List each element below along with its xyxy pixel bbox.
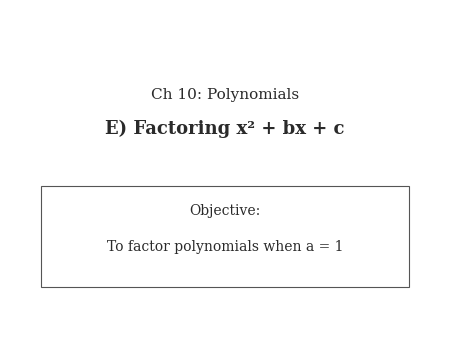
FancyBboxPatch shape [40, 186, 410, 287]
Text: E) Factoring x² + bx + c: E) Factoring x² + bx + c [105, 119, 345, 138]
Text: Objective:: Objective: [189, 204, 261, 218]
Text: Ch 10: Polynomials: Ch 10: Polynomials [151, 88, 299, 102]
Text: To factor polynomials when a = 1: To factor polynomials when a = 1 [107, 240, 343, 254]
